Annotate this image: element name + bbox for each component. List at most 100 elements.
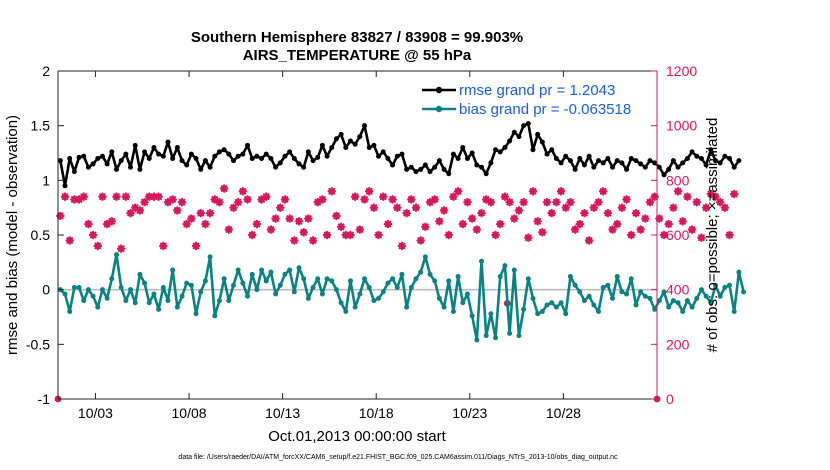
- obs-assimilated-marker: [500, 192, 510, 202]
- rmse-point: [553, 155, 559, 161]
- rmse-point: [572, 166, 578, 172]
- rmse-point: [427, 169, 433, 175]
- rmse-point: [104, 161, 110, 167]
- rmse-point: [146, 155, 152, 161]
- bias-point: [343, 309, 349, 315]
- rmse-point: [366, 145, 372, 151]
- obs-assimilated-marker: [584, 236, 594, 245]
- obs-assimilated-marker: [88, 230, 98, 240]
- bias-point: [216, 298, 222, 304]
- obs-assimilated-marker: [322, 230, 332, 240]
- obs-assimilated-marker: [364, 186, 374, 196]
- bias-point: [104, 295, 110, 301]
- bias-point: [628, 276, 634, 282]
- rmse-point: [591, 164, 597, 170]
- obs-assimilated-marker: [304, 214, 313, 223]
- rmse-point: [357, 134, 363, 140]
- obs-assimilated-marker: [378, 192, 388, 202]
- bias-point: [567, 274, 573, 280]
- y-left-tick-label: -1: [38, 391, 51, 407]
- obs-assimilated-marker: [294, 217, 304, 226]
- obs-assimilated-marker: [463, 197, 472, 207]
- obs-assimilated-marker: [453, 186, 463, 196]
- bias-point: [385, 280, 391, 286]
- obs-assimilated-marker: [121, 192, 131, 202]
- bias-point: [394, 284, 400, 290]
- bias-point: [362, 276, 368, 282]
- obs-assimilated-marker: [392, 203, 402, 212]
- bias-point: [605, 282, 611, 288]
- rmse-point: [502, 145, 508, 151]
- bias-point: [553, 304, 559, 310]
- bias-point: [507, 330, 513, 336]
- obs-assimilated-marker: [505, 197, 514, 207]
- rmse-point: [675, 164, 681, 170]
- rmse-point: [684, 155, 690, 161]
- rmse-point: [315, 154, 321, 160]
- obs-assimilated-marker: [56, 211, 65, 221]
- rmse-point: [408, 164, 414, 170]
- obs-assimilated-marker: [224, 225, 234, 234]
- rmse-point: [390, 162, 396, 168]
- rmse-point: [240, 151, 246, 157]
- bias-point: [226, 298, 232, 304]
- obs-assimilated-marker: [327, 186, 337, 196]
- obs-assimilated-marker: [158, 241, 168, 251]
- rmse-point: [717, 160, 723, 166]
- y-right-tick-label: 600: [666, 227, 690, 243]
- obs-assimilated-marker: [285, 214, 294, 223]
- bias-point: [282, 271, 288, 277]
- obs-assimilated-marker: [346, 230, 355, 240]
- obs-assimilated-marker: [135, 206, 145, 215]
- rmse-point: [319, 142, 325, 148]
- rmse-point: [493, 147, 499, 153]
- obs-assimilated-marker: [725, 230, 734, 240]
- rmse-point: [652, 160, 658, 166]
- rmse-point: [287, 149, 293, 155]
- obs-assimilated-marker: [626, 230, 636, 240]
- rmse-point: [432, 164, 438, 170]
- bias-point: [741, 289, 747, 295]
- rmse-point: [245, 142, 251, 148]
- obs-assimilated-marker: [486, 197, 496, 207]
- rmse-point: [507, 138, 513, 144]
- obs-assimilated-marker: [70, 195, 79, 204]
- obs-assimilated-marker: [182, 219, 191, 229]
- obs-assimilated-marker: [126, 208, 135, 218]
- bias-point: [535, 311, 541, 317]
- bias-point: [296, 265, 302, 271]
- rmse-point: [71, 169, 77, 175]
- bias-point: [596, 309, 602, 315]
- bias-point: [146, 300, 152, 306]
- bias-point: [188, 282, 194, 288]
- bias-point: [661, 289, 667, 295]
- bias-point: [493, 335, 499, 341]
- legend-bias-marker: [435, 105, 443, 113]
- obs-assimilated-marker: [533, 217, 542, 226]
- bias-point: [291, 289, 297, 295]
- rmse-point: [282, 153, 288, 159]
- obs-assimilated-marker: [257, 195, 266, 204]
- bias-point: [399, 271, 405, 277]
- rmse-point: [109, 149, 115, 155]
- bias-point: [614, 274, 620, 280]
- bias-point: [160, 284, 166, 290]
- obs-assimilated-marker: [472, 225, 482, 234]
- legend-box: [418, 77, 654, 117]
- obs-assimilated-marker: [425, 197, 435, 207]
- obs-assimilated-marker: [664, 219, 673, 229]
- rmse-point: [670, 158, 676, 164]
- bias-point: [324, 276, 330, 282]
- obs-assimilated-marker: [210, 195, 220, 204]
- data-file-footnote: data file: /Users/raeder/DAI/ATM_forcXX/…: [178, 454, 618, 461]
- bias-point: [642, 293, 648, 299]
- obs-count-markers: [54, 184, 739, 403]
- obs-assimilated-marker: [715, 197, 725, 207]
- rmse-point: [497, 149, 503, 155]
- rmse-point: [567, 158, 573, 164]
- rmse-point: [577, 155, 583, 161]
- rmse-point: [259, 155, 265, 161]
- bias-point: [128, 287, 134, 293]
- obs-assimilated-marker: [275, 203, 285, 212]
- obs-assimilated-marker: [205, 208, 215, 218]
